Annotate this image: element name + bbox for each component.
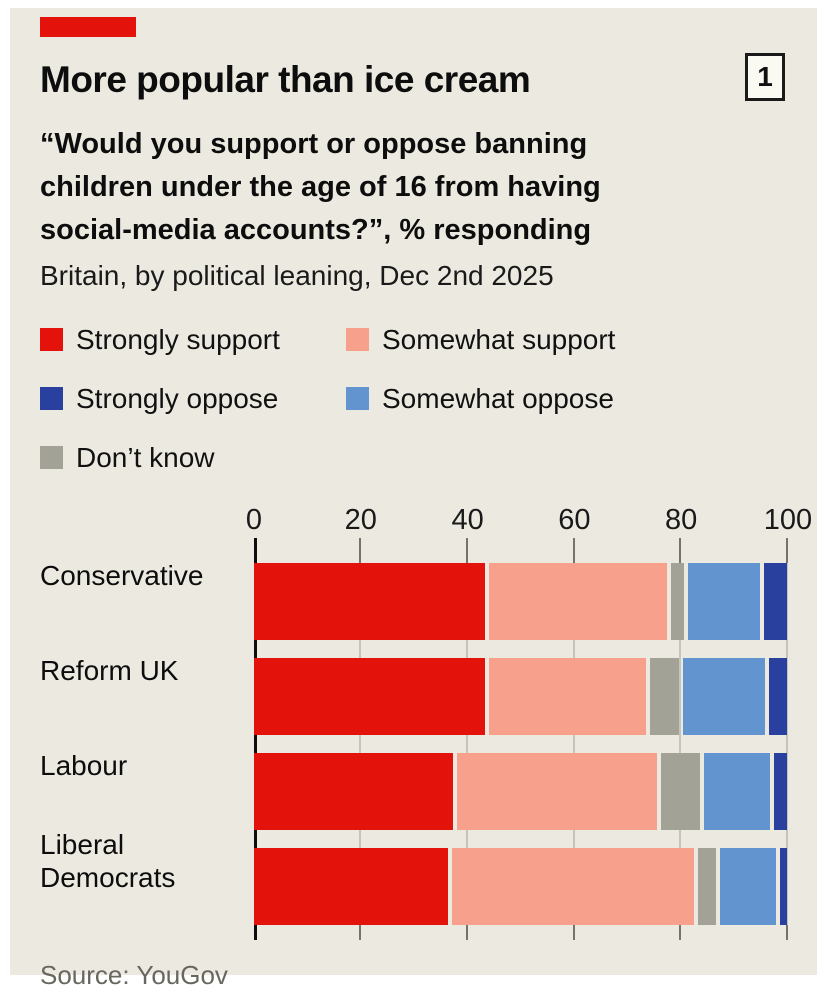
chart-body: Conservative Reform UK Labour Liberal Democ… [40, 537, 788, 940]
bar-segment [697, 847, 717, 925]
plot-area [253, 537, 788, 940]
tick-mark [466, 537, 469, 563]
bar-segment [763, 562, 787, 640]
category-label: Labour [40, 750, 128, 782]
gridline [572, 537, 575, 940]
bar-row [253, 657, 787, 735]
category-label: Reform UK [40, 655, 179, 687]
bar-segment [720, 847, 776, 925]
gridline [786, 537, 788, 940]
tick-mark [786, 537, 788, 563]
legend-swatch-icon [40, 445, 63, 469]
bar-row [253, 752, 787, 830]
category-label: Conservative [40, 560, 204, 592]
bar-segment [779, 847, 787, 925]
tick-mark [359, 537, 362, 563]
tick-mark [572, 924, 575, 940]
category-label: Liberal Democrats [40, 828, 176, 894]
stacked-bar-chart: 0 20 40 60 80 100 Conservative Reform UK Labour… [40, 503, 812, 940]
bar-segment [649, 657, 679, 735]
legend-swatch-icon [40, 327, 63, 351]
bar-segment [489, 657, 646, 735]
x-axis-tick-label: 80 [665, 503, 698, 536]
legend-label: Somewhat oppose [382, 382, 614, 414]
legend-swatch-icon [346, 386, 369, 410]
legend-item: Somewhat support [346, 324, 787, 356]
tick-mark [572, 537, 575, 563]
bar-segment [682, 657, 765, 735]
legend: Strongly support Somewhat support Strongly… [40, 324, 787, 474]
legend-label: Strongly support [76, 323, 280, 355]
tick-mark [466, 924, 469, 940]
chart-card: More popular than ice cream 1 “Would you… [10, 8, 817, 990]
brand-red-tab [40, 17, 136, 37]
gridline [359, 537, 362, 940]
legend-item: Strongly support [40, 324, 346, 356]
gridline [466, 537, 469, 940]
legend-swatch-icon [40, 386, 63, 410]
tick-mark [359, 924, 362, 940]
bar-segment [253, 847, 448, 925]
bar-row [253, 562, 787, 640]
bar-row [253, 847, 787, 925]
y-axis-line [253, 537, 257, 940]
legend-label: Somewhat support [382, 323, 616, 355]
tick-mark [679, 537, 682, 563]
source-note: Source: YouGov [40, 959, 228, 990]
x-axis-tick-label: 20 [344, 503, 377, 536]
bar-segment [253, 657, 486, 735]
legend-item: Strongly oppose [40, 383, 346, 415]
survey-question: “Would you support or oppose banning chi… [40, 128, 601, 246]
bar-segment [768, 657, 787, 735]
legend-label: Don’t know [76, 441, 215, 473]
index-badge: 1 [745, 53, 785, 101]
x-axis-tick-label: 40 [451, 503, 484, 536]
bar-segment [704, 752, 771, 830]
tick-mark [679, 924, 682, 940]
bar-segment [457, 752, 657, 830]
header: More popular than ice cream 1 [40, 53, 787, 101]
x-axis-tick-label: 0 [245, 503, 263, 536]
legend-item: Somewhat oppose [346, 383, 787, 415]
bar-segment [774, 752, 787, 830]
legend-swatch-icon [346, 327, 369, 351]
survey-context: Britain, by political leaning, Dec 2nd 2… [40, 259, 554, 291]
legend-label: Strongly oppose [76, 382, 279, 414]
category-labels: Conservative Reform UK Labour Liberal Democ… [40, 538, 254, 940]
bar-segment [671, 562, 685, 640]
bar-segment [660, 752, 701, 830]
bar-segment [451, 847, 694, 925]
tick-mark [786, 924, 788, 940]
gridline [679, 537, 682, 940]
legend-item: Don’t know [40, 442, 346, 474]
x-axis-tick-label: 100 [763, 503, 813, 536]
x-axis-tick-label: 60 [558, 503, 591, 536]
bar-segment [253, 562, 486, 640]
chart-title: More popular than ice cream [40, 59, 531, 100]
bar-segment [688, 562, 760, 640]
bar-segment [489, 562, 668, 640]
bar-segment [253, 752, 454, 830]
x-axis-labels: 0 20 40 60 80 100 [246, 503, 812, 538]
